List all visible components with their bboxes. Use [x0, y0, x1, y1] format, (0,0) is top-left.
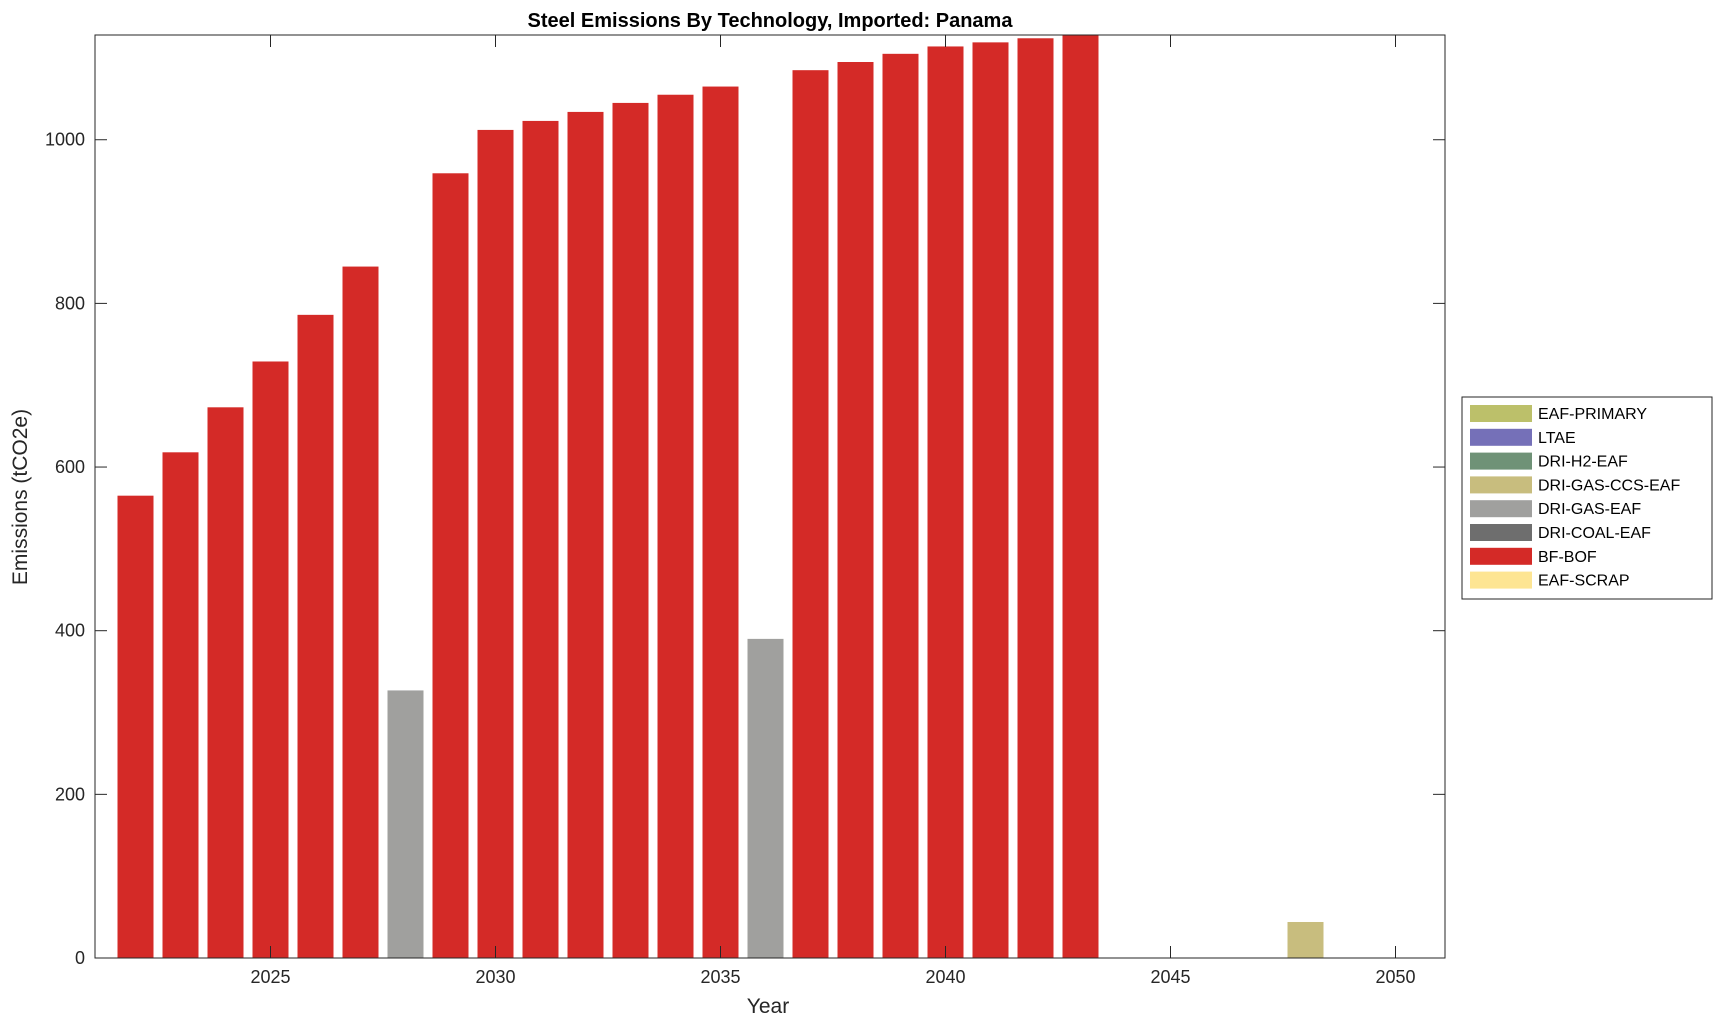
bar-bf-bof-2023 [162, 452, 199, 958]
bar-bf-bof-2025 [252, 361, 289, 958]
legend-swatch-ltae [1470, 428, 1532, 446]
legend-label-dri-gas-eaf: DRI-GAS-EAF [1538, 501, 1641, 518]
bar-bf-bof-2042 [1017, 38, 1054, 958]
legend-swatch-eaf-scrap [1470, 571, 1532, 589]
y-tick-label: 400 [55, 621, 85, 641]
bar-bf-bof-2039 [882, 53, 919, 959]
bar-bf-bof-2040 [927, 46, 964, 958]
y-tick-label: 600 [55, 457, 85, 477]
bar-bf-bof-2037 [792, 70, 829, 958]
bar-bf-bof-2032 [567, 111, 604, 958]
bar-bf-bof-2029 [432, 173, 469, 958]
y-tick-label: 800 [55, 293, 85, 313]
bar-bf-bof-2038 [837, 62, 874, 958]
legend-swatch-dri-h2-eaf [1470, 452, 1532, 470]
bar-bf-bof-2035 [702, 86, 739, 958]
bar-bf-bof-2031 [522, 120, 559, 959]
legend-label-dri-h2-eaf: DRI-H2-EAF [1538, 454, 1628, 471]
legend-label-bf-bof: BF-BOF [1538, 549, 1597, 566]
y-tick-label: 0 [75, 948, 85, 968]
legend-swatch-dri-coal-eaf [1470, 524, 1532, 541]
legend-swatch-eaf-primary [1470, 405, 1532, 422]
x-tick-label: 2050 [1375, 967, 1415, 987]
x-tick-label: 2035 [700, 967, 740, 987]
bar-bf-bof-2026 [297, 314, 334, 959]
legend-label-eaf-primary: EAF-PRIMARY [1538, 406, 1647, 423]
legend-label-eaf-scrap: EAF-SCRAP [1538, 573, 1630, 590]
legend: EAF-PRIMARY LTAE DRI-H2-EAF DRI-GAS-CCS-EAF… [1461, 396, 1713, 600]
y-tick-label: 1000 [45, 130, 85, 150]
bar-bf-bof-2034 [657, 94, 694, 958]
bar-bf-bof-2024 [207, 407, 244, 958]
bar-bf-bof-2033 [612, 102, 649, 959]
chart-title: Steel Emissions By Technology, Imported:… [528, 10, 1014, 32]
bar-dri-gas-eaf-2028 [387, 690, 424, 958]
bar-dri-gas-ccs-eaf-2048 [1287, 921, 1324, 958]
bar-bf-bof-2043 [1062, 35, 1099, 958]
legend-swatch-dri-gas-eaf [1470, 500, 1532, 518]
legend-label-dri-coal-eaf: DRI-COAL-EAF [1538, 525, 1651, 542]
bar-bf-bof-2041 [972, 42, 1009, 958]
legend-box [1461, 396, 1713, 600]
x-axis-label: Year [747, 995, 789, 1018]
legend-label-ltae: LTAE [1538, 430, 1576, 447]
bar-bf-bof-2027 [342, 266, 379, 959]
x-tick-label: 2030 [475, 967, 515, 987]
x-tick-label: 2025 [250, 967, 290, 987]
y-axis: 0 200 400 600 800 1000 [45, 130, 1445, 968]
bar-bf-bof-2030 [477, 129, 514, 958]
legend-label-dri-gas-ccs-eaf: DRI-GAS-CCS-EAF [1538, 477, 1680, 494]
x-tick-label: 2040 [925, 967, 965, 987]
bar-dri-gas-eaf-2036 [747, 638, 784, 958]
bar-bf-bof-2022 [117, 495, 154, 958]
x-tick-label: 2045 [1150, 967, 1190, 987]
y-axis-label: Emissions (tCO2e) [9, 409, 32, 585]
y-tick-label: 200 [55, 784, 85, 804]
bars-group [117, 35, 1324, 959]
x-axis: 2025 2030 2035 2040 2045 2050 [250, 35, 1416, 987]
plot-frame [94, 34, 1446, 959]
legend-swatch-bf-bof [1470, 547, 1532, 565]
legend-swatch-dri-gas-ccs-eaf [1470, 476, 1532, 494]
